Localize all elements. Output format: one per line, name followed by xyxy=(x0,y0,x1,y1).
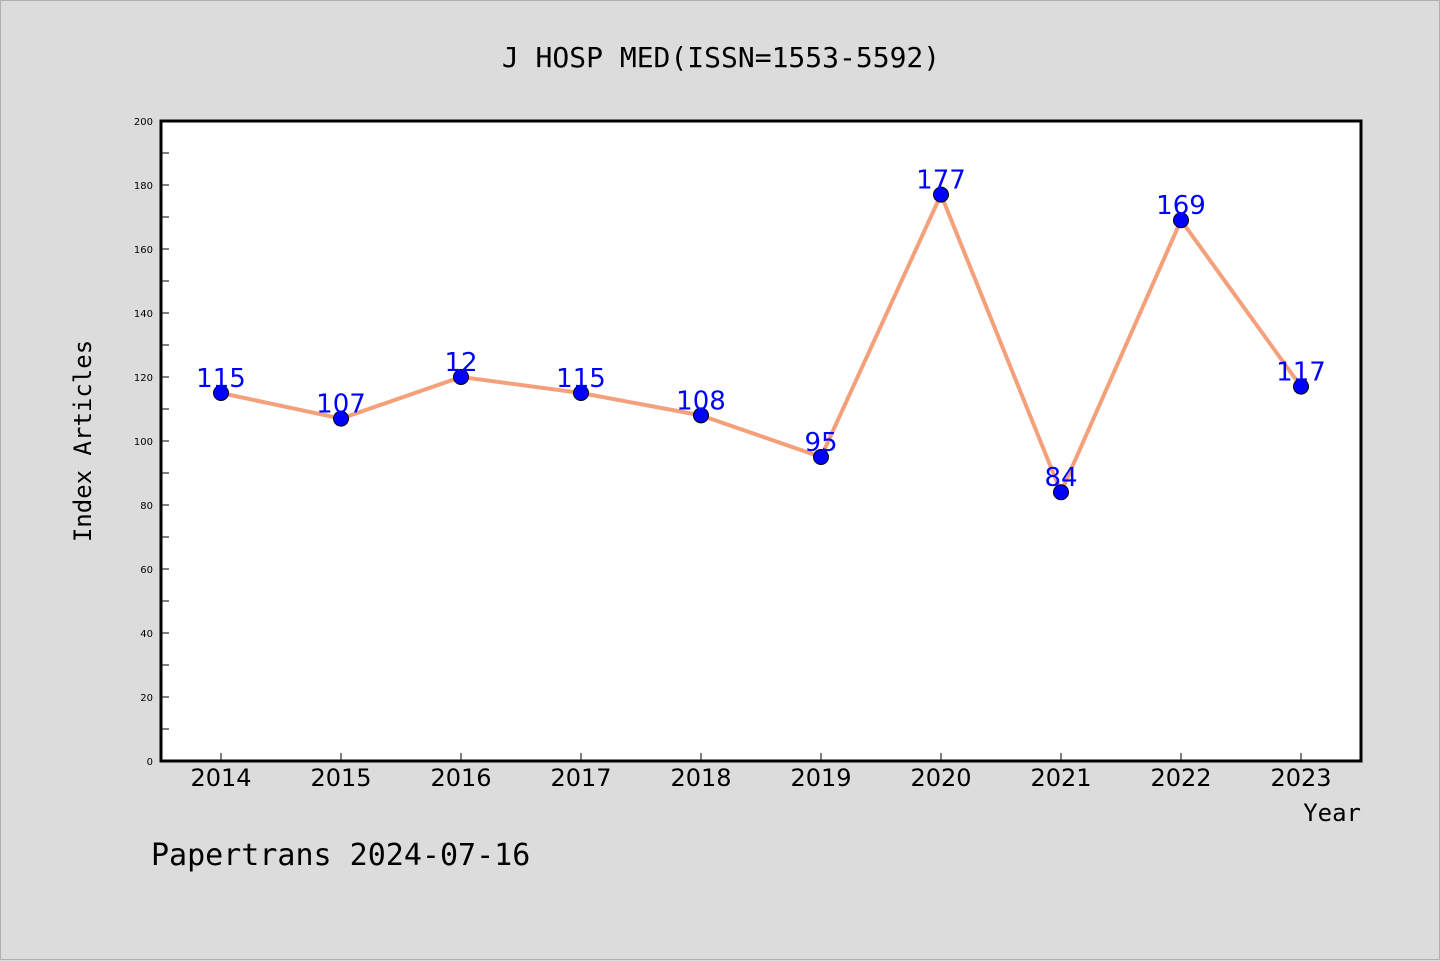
data-labels: 115 107 12 115 108 95 177 84 169 117 xyxy=(196,166,1326,494)
y-tick-label: 120 xyxy=(134,373,153,384)
data-point xyxy=(1053,484,1069,501)
y-tick-label: 0 xyxy=(147,757,153,768)
data-point xyxy=(573,385,589,401)
data-point xyxy=(213,385,229,401)
y-tick-label: 180 xyxy=(134,181,153,192)
data-label: 117 xyxy=(1276,358,1326,388)
data-label: 169 xyxy=(1156,191,1206,221)
data-label: 95 xyxy=(804,428,837,458)
x-tick-label: 2016 xyxy=(430,764,491,792)
data-label: 12 xyxy=(444,348,477,378)
data-label: 84 xyxy=(1044,463,1077,493)
y-tick-label: 20 xyxy=(140,693,153,704)
y-tick-label: 140 xyxy=(134,309,153,320)
footer-text: Papertrans 2024-07-16 xyxy=(151,838,530,873)
y-axis-label: Index Articles xyxy=(69,340,97,542)
data-label: 107 xyxy=(316,390,366,420)
data-point xyxy=(1293,378,1309,395)
data-point xyxy=(933,186,949,203)
x-tick-label: 2022 xyxy=(1150,764,1211,792)
x-axis-label: Year xyxy=(1303,799,1361,827)
data-label: 115 xyxy=(556,364,606,394)
x-tick-label: 2019 xyxy=(790,764,851,792)
data-label: 177 xyxy=(916,166,966,196)
data-point xyxy=(1173,212,1189,229)
y-tick-label: 60 xyxy=(140,565,153,576)
x-tick-label: 2015 xyxy=(310,764,371,792)
x-tick-label: 2021 xyxy=(1030,764,1091,792)
y-tick-label: 100 xyxy=(134,437,153,448)
x-tick-label: 2018 xyxy=(670,764,731,792)
series-line xyxy=(220,192,1303,495)
plot-border xyxy=(159,119,1363,763)
plot-area xyxy=(161,121,1361,761)
y-tick-label: 160 xyxy=(134,245,153,256)
x-axis-ticks: 2014 2015 2016 2017 2018 2019 2020 2021 2022 2023 xyxy=(190,753,1332,792)
data-markers xyxy=(213,186,1309,501)
x-tick-label: 2017 xyxy=(550,764,611,792)
data-label: 115 xyxy=(196,364,246,394)
data-label: 108 xyxy=(676,386,726,416)
y-tick-label: 40 xyxy=(140,629,153,640)
x-tick-label: 2023 xyxy=(1270,764,1331,792)
chart-title: J HOSP MED(ISSN=1553-5592) xyxy=(502,41,940,74)
y-tick-label: 80 xyxy=(140,501,153,512)
data-point xyxy=(333,410,349,427)
x-tick-label: 2014 xyxy=(190,764,251,792)
data-point xyxy=(693,407,709,424)
x-tick-label: 2020 xyxy=(910,764,971,792)
data-point xyxy=(813,449,829,465)
data-point xyxy=(453,369,469,385)
y-tick-label: 200 xyxy=(134,117,153,128)
